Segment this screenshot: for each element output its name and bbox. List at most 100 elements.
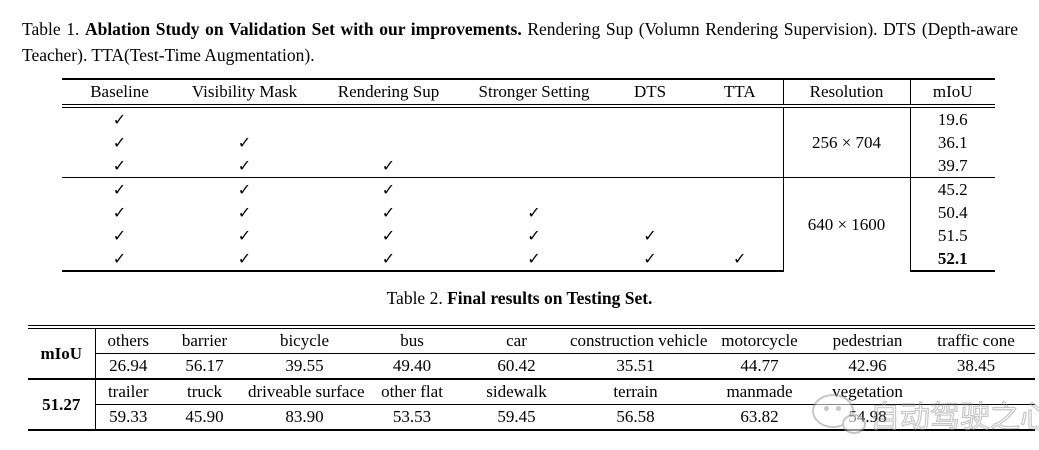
check-cell: [465, 106, 603, 131]
check-cell: ✓: [237, 227, 252, 245]
empty-cell: [917, 404, 1035, 431]
class-header-cell: sidewalk: [463, 378, 570, 405]
check-cell: ✓: [527, 227, 541, 245]
value-cell: 53.53: [361, 404, 463, 431]
check-cell: ✓: [527, 204, 541, 222]
check-cell: ✓: [177, 247, 312, 272]
class-header-cell: car: [463, 325, 570, 354]
class-header-cell: barrier: [161, 325, 248, 354]
ablation-row: ✓ ✓ ✓ ✓ ✓ ✓ 52.1: [62, 247, 995, 272]
ablation-table: Baseline Visibility Mask Rendering Sup S…: [62, 78, 995, 272]
header-cell: Visibility Mask: [177, 78, 312, 108]
miou-cell: 36.1: [909, 131, 995, 154]
value-cell: 63.82: [701, 404, 818, 431]
check-cell: [697, 106, 783, 131]
class-header-cell: traffic cone: [917, 325, 1035, 354]
table2-caption-prefix: Table 2.: [386, 288, 443, 308]
miou-cell: 19.6: [909, 106, 995, 131]
check-cell: [697, 154, 783, 178]
results-header-row: mIoU others barrier bicycle bus car cons…: [28, 325, 1035, 379]
header-cell: Stronger Setting: [465, 78, 603, 108]
class-header-cell: driveable surface: [248, 378, 365, 405]
check-cell: ✓: [697, 247, 783, 272]
value-cell: 39.55: [285, 356, 324, 375]
class-header-cell: truck: [161, 378, 248, 405]
check-cell: ✓: [112, 204, 127, 222]
header-cell: Rendering Sup: [312, 78, 465, 108]
class-header-cell: bus: [361, 325, 463, 354]
class-header-cell: motorcycle: [701, 325, 818, 354]
value-cell: 56.58: [570, 404, 701, 431]
table1-caption-prefix: Table 1.: [22, 19, 80, 39]
resolution-cell: 640 × 1600: [782, 177, 910, 271]
final-results-table: mIoU others barrier bicycle bus car cons…: [28, 325, 1035, 431]
check-cell: [697, 177, 783, 201]
miou-label-cell: mIoU: [28, 325, 96, 379]
value-cell: 45.90: [161, 404, 248, 431]
check-cell: ✓: [62, 177, 177, 201]
empty-cell: [917, 378, 1035, 405]
check-cell: [312, 131, 465, 154]
class-header-cell: terrain: [570, 378, 701, 405]
miou-cell: 50.4: [909, 201, 995, 224]
miou-cell: 39.7: [909, 154, 995, 178]
class-header-cell: trailer: [95, 378, 161, 405]
value-cell: 26.94: [109, 356, 148, 375]
check-cell: [465, 177, 603, 201]
miou-cell-best: 52.1: [909, 247, 995, 272]
check-cell: ✓: [381, 227, 396, 245]
ablation-row: ✓ ✓ ✓ ✓ ✓ 51.5: [62, 224, 995, 247]
miou-value-cell: 51.27: [28, 378, 96, 431]
check-cell: ✓: [465, 247, 603, 272]
value-cell: 42.96: [848, 356, 887, 375]
check-cell: [603, 177, 697, 201]
value-cell: 49.40: [392, 356, 432, 375]
check-cell: [603, 106, 697, 131]
check-cell: [603, 201, 697, 224]
check-cell: ✓: [643, 227, 657, 245]
value-cell: 38.45: [956, 356, 996, 375]
resolution-cell: 256 × 704: [782, 106, 910, 178]
ablation-row: ✓ ✓ ✓ 39.7: [62, 154, 995, 178]
table2-caption-title: Final results on Testing Set.: [447, 288, 653, 308]
value-cell: 59.45: [463, 404, 570, 431]
check-cell: [697, 201, 783, 224]
class-header-cell: construction vehicle: [570, 325, 707, 354]
value-cell: 56.17: [185, 356, 224, 375]
check-cell: ✓: [312, 177, 465, 201]
value-cell: 60.42: [497, 356, 536, 375]
header-cell: TTA: [697, 78, 783, 108]
ablation-header-row: Baseline Visibility Mask Rendering Sup S…: [62, 78, 995, 108]
ablation-row: ✓ ✓ ✓ ✓ 50.4: [62, 201, 995, 224]
ablation-row: ✓ ✓ ✓ 640 × 1600 45.2: [62, 177, 995, 271]
check-cell: [465, 131, 603, 154]
check-cell: ✓: [112, 134, 127, 152]
table1-caption-title: Ablation Study on Validation Set with ou…: [84, 19, 522, 39]
check-cell: ✓: [603, 247, 697, 272]
check-cell: [697, 131, 783, 154]
check-cell: [697, 224, 783, 247]
value-cell: 83.90: [248, 404, 361, 431]
check-cell: [177, 106, 312, 131]
class-header-cell: manmade: [701, 378, 818, 405]
header-cell: DTS: [603, 78, 697, 108]
check-cell: ✓: [237, 204, 252, 222]
check-cell: [312, 106, 465, 131]
class-header-cell: others: [95, 325, 161, 354]
table2-caption: Table 2. Final results on Testing Set.: [0, 288, 1039, 309]
check-cell: ✓: [381, 204, 396, 222]
value-cell: 59.33: [95, 404, 161, 431]
check-cell: ✓: [381, 157, 396, 175]
miou-cell: 45.2: [909, 177, 995, 201]
class-header-cell: vegetation: [818, 378, 917, 405]
header-cell-resolution: Resolution: [782, 78, 910, 108]
check-cell: ✓: [237, 157, 252, 175]
check-cell: [603, 131, 697, 154]
class-header-cell: pedestrian: [818, 325, 917, 354]
ablation-row: ✓ 256 × 704 19.6: [62, 106, 995, 178]
results-value-row: 26.94 56.17 39.55 49.40 60.42 35.51 44.7…: [28, 354, 1035, 380]
value-cell: 54.98: [818, 404, 917, 431]
value-cell: 44.77: [740, 356, 779, 375]
class-header-cell: other flat: [361, 378, 463, 405]
